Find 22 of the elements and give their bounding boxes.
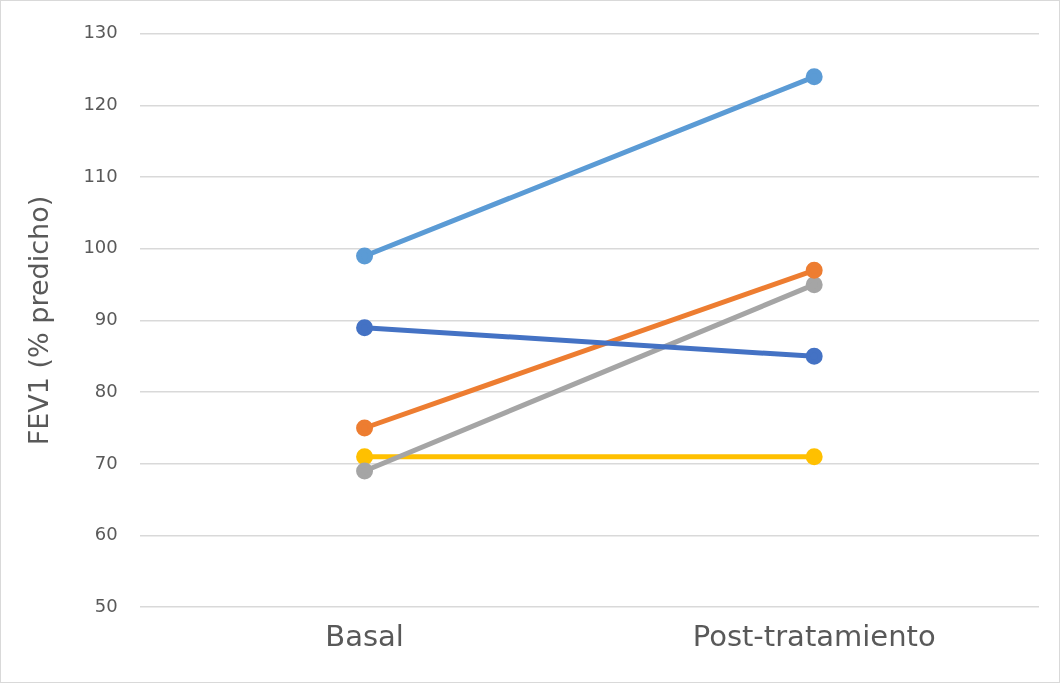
point [356,462,374,480]
y-tick-label: 60 [94,523,118,545]
y-tick-label: 90 [94,308,118,330]
y-tick-label: 110 [83,164,118,186]
y-tick-label: 80 [94,379,118,401]
point [805,276,823,294]
point [805,448,823,466]
point [805,68,823,86]
y-axis-title: FEV1 (% predicho) [23,195,55,446]
point [356,448,374,466]
x-tick-label: Basal [325,619,404,654]
y-tick-label: 100 [83,236,118,258]
point [805,261,823,279]
y-tick-label: 50 [94,594,118,616]
point [356,319,374,337]
y-tick-label: 70 [94,451,118,473]
y-tick-label: 120 [83,93,118,115]
x-tick-label: Post-tratamiento [692,619,936,654]
point [805,347,823,365]
y-tick-label: 130 [83,21,118,43]
point [356,419,374,437]
point [356,247,374,265]
